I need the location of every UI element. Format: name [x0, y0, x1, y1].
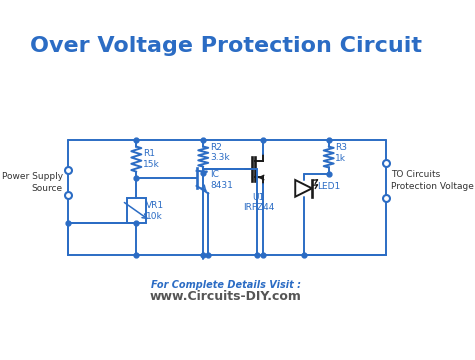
Text: LED1: LED1 — [317, 182, 340, 191]
Text: IC
8431: IC 8431 — [210, 170, 233, 190]
Text: Over Voltage Protection Circuit: Over Voltage Protection Circuit — [30, 36, 422, 56]
Text: TO Circuits
Protection Voltage: TO Circuits Protection Voltage — [390, 170, 474, 191]
Text: Power Supply
Source: Power Supply Source — [1, 172, 63, 193]
Bar — [127, 198, 145, 224]
Text: R3
1k: R3 1k — [335, 143, 347, 162]
Text: www.Circuits-DIY.com: www.Circuits-DIY.com — [150, 291, 302, 303]
Text: R1
15k: R1 15k — [143, 149, 160, 169]
Text: U1
IRFZ44: U1 IRFZ44 — [243, 193, 274, 212]
Text: VR1
10k: VR1 10k — [146, 201, 164, 221]
Text: R2
3.3k: R2 3.3k — [210, 143, 229, 162]
Text: For Complete Details Visit :: For Complete Details Visit : — [151, 280, 301, 291]
